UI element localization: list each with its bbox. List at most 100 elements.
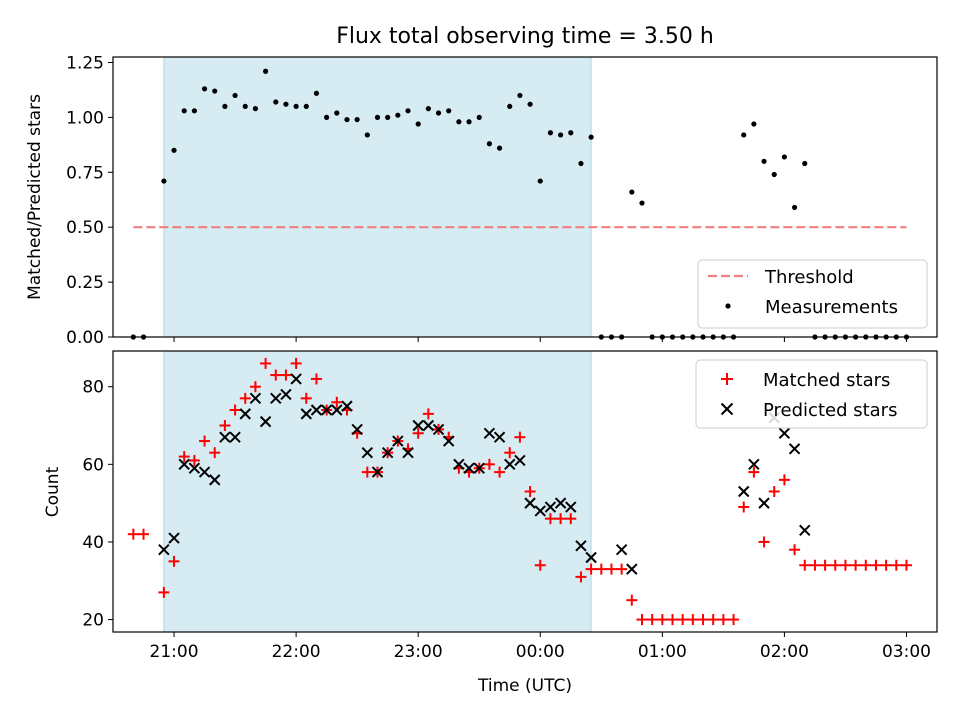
- measurement-point: [212, 88, 218, 94]
- matched-star-point: [605, 563, 617, 575]
- y-tick-label: 1.25: [66, 53, 104, 73]
- measurement-point: [558, 132, 564, 138]
- y-tick-label: 1.00: [66, 108, 104, 128]
- threshold-legend-label: Threshold: [764, 267, 854, 288]
- matched-star-point: [158, 586, 170, 598]
- predicted-star-point: [331, 404, 343, 416]
- matched-star-point: [646, 614, 658, 626]
- matched-star-point: [219, 420, 231, 432]
- matched-star-point: [758, 536, 770, 548]
- measurement-point: [273, 99, 279, 105]
- predicted-star-point: [280, 388, 292, 401]
- measurement-point: [639, 200, 645, 206]
- predicted-star-point: [259, 415, 272, 428]
- predicted-star-point: [585, 551, 597, 564]
- measurement-point: [781, 154, 788, 160]
- x-tick-label: 03:00: [882, 642, 931, 662]
- measurement-point: [527, 101, 533, 107]
- predicted-star-point: [534, 505, 546, 517]
- measurement-point: [242, 103, 248, 110]
- matched-star-point: [290, 357, 302, 369]
- measurement-point: [578, 160, 584, 167]
- predicted-star-point: [392, 435, 404, 447]
- matched-stars-legend-label: Matched stars: [763, 370, 890, 391]
- measurement-point: [629, 189, 635, 195]
- y-tick-label: 40: [82, 533, 104, 553]
- measurement-point: [344, 116, 350, 123]
- predicted-star-point: [310, 404, 323, 416]
- measurement-point: [476, 114, 482, 120]
- chart-title: Flux total observing time = 3.50 h: [336, 24, 714, 49]
- predicted-star-point: [473, 462, 485, 474]
- matched-star-point: [677, 614, 689, 626]
- measurement-point: [568, 130, 574, 136]
- predicted-star-point: [463, 462, 475, 474]
- matched-star-point: [900, 559, 912, 571]
- matched-star-point: [524, 486, 536, 497]
- matched-star-point: [249, 381, 261, 393]
- matched-star-point: [789, 544, 801, 556]
- measurement-point: [181, 108, 187, 114]
- bottom-y-ticks: 20 40 60 80: [82, 378, 113, 631]
- matched-star-point: [636, 614, 648, 626]
- y-tick-label: 0.75: [66, 163, 104, 183]
- predicted-star-point: [493, 431, 506, 443]
- predicted-star-point: [778, 427, 791, 439]
- matched-star-point: [616, 563, 628, 575]
- matched-stars-points: [127, 357, 912, 626]
- predicted-star-point: [178, 458, 190, 471]
- x-tick-label: 21:00: [150, 642, 199, 662]
- top-y-ticks: 0.00 0.25 0.50 0.75 1.00 1.25: [66, 53, 113, 348]
- predicted-star-point: [351, 423, 363, 436]
- predicted-star-point: [158, 544, 170, 556]
- x-tick-label: 23:00: [394, 642, 443, 662]
- predicted-star-point: [453, 458, 465, 471]
- predicted-star-point: [758, 497, 770, 509]
- predicted-stars-points: [158, 373, 811, 575]
- matched-star-point: [687, 614, 699, 626]
- matched-star-point: [555, 513, 567, 525]
- matched-stars-legend-swatch: [721, 373, 733, 385]
- top-axes-frame: [112, 56, 938, 338]
- measurement-point: [385, 114, 391, 120]
- matched-star-point: [494, 466, 506, 478]
- x-tick-label: 22:00: [272, 642, 321, 662]
- matched-star-point: [534, 559, 546, 571]
- matched-star-point: [361, 466, 373, 478]
- shaded-observing-region: [163, 56, 592, 338]
- matched-star-point: [626, 594, 638, 606]
- y-tick-label: 60: [82, 455, 104, 475]
- predicted-star-point: [422, 419, 435, 432]
- matched-star-point: [544, 513, 556, 525]
- predicted-star-point: [524, 497, 536, 509]
- predicted-star-point: [514, 454, 526, 467]
- matched-star-point: [667, 614, 679, 626]
- matched-star-point: [799, 559, 811, 571]
- matched-star-point: [229, 404, 241, 416]
- predicted-star-point: [442, 435, 455, 447]
- predicted-stars-legend-label: Predicted stars: [763, 400, 897, 421]
- measurement-point: [537, 178, 543, 184]
- matched-star-point: [697, 614, 709, 626]
- predicted-star-point: [799, 524, 811, 537]
- measurement-point: [802, 160, 808, 167]
- predicted-star-point: [188, 462, 201, 474]
- predicted-star-point: [483, 427, 496, 439]
- predicted-star-point: [290, 373, 302, 385]
- matched-star-point: [880, 559, 892, 571]
- measurement-point: [252, 106, 259, 112]
- predicted-star-point: [615, 544, 628, 556]
- predicted-star-point: [168, 532, 180, 544]
- matched-star-point: [738, 501, 750, 513]
- measurement-point: [466, 119, 472, 125]
- matched-star-point: [656, 614, 668, 626]
- matched-star-point: [483, 458, 495, 470]
- predicted-star-point: [239, 408, 251, 420]
- predicted-star-point: [412, 419, 424, 432]
- matched-star-point: [209, 447, 221, 459]
- measurement-point: [486, 141, 492, 147]
- matched-star-point: [331, 396, 343, 408]
- predicted-star-point: [229, 431, 241, 443]
- y-tick-label: 0.25: [66, 273, 104, 293]
- predicted-star-point: [219, 431, 231, 443]
